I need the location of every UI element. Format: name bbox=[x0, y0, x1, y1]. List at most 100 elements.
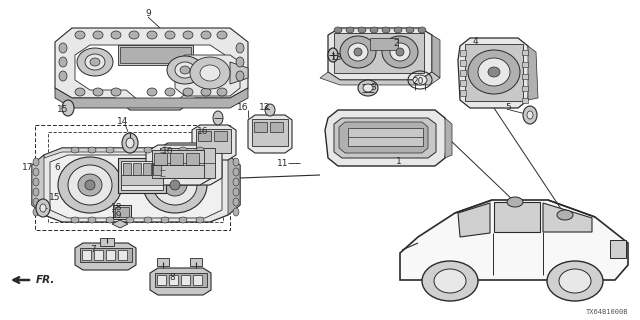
Ellipse shape bbox=[106, 147, 114, 153]
Ellipse shape bbox=[161, 217, 169, 223]
Bar bbox=[170, 153, 183, 165]
Text: 5: 5 bbox=[505, 102, 511, 111]
Ellipse shape bbox=[33, 198, 39, 206]
Ellipse shape bbox=[478, 58, 510, 86]
Text: 20: 20 bbox=[412, 76, 424, 85]
Bar bbox=[121, 161, 163, 190]
Polygon shape bbox=[320, 72, 440, 85]
Text: 19: 19 bbox=[111, 212, 123, 220]
Ellipse shape bbox=[40, 204, 46, 212]
Ellipse shape bbox=[201, 31, 211, 39]
Ellipse shape bbox=[68, 165, 112, 205]
Text: 17: 17 bbox=[22, 164, 34, 172]
Ellipse shape bbox=[33, 178, 39, 186]
Ellipse shape bbox=[93, 31, 103, 39]
Text: 11: 11 bbox=[277, 158, 289, 167]
Ellipse shape bbox=[233, 208, 239, 216]
Bar bbox=[153, 163, 161, 175]
Polygon shape bbox=[146, 145, 212, 185]
Ellipse shape bbox=[213, 111, 223, 125]
Bar bbox=[522, 50, 528, 55]
Bar bbox=[348, 128, 423, 146]
Bar bbox=[35, 125, 230, 230]
Ellipse shape bbox=[183, 88, 193, 96]
Ellipse shape bbox=[523, 106, 537, 124]
Bar bbox=[460, 50, 466, 56]
Ellipse shape bbox=[153, 165, 197, 205]
Text: 16: 16 bbox=[197, 127, 209, 137]
Bar bbox=[610, 240, 626, 258]
Bar bbox=[157, 275, 166, 285]
Ellipse shape bbox=[111, 88, 121, 96]
Text: 18: 18 bbox=[111, 204, 123, 212]
Polygon shape bbox=[528, 46, 538, 100]
Ellipse shape bbox=[75, 31, 85, 39]
Bar bbox=[152, 150, 204, 178]
Polygon shape bbox=[192, 125, 236, 160]
Polygon shape bbox=[75, 243, 136, 270]
Ellipse shape bbox=[111, 31, 121, 39]
Polygon shape bbox=[50, 155, 222, 218]
Ellipse shape bbox=[200, 65, 220, 81]
Bar bbox=[80, 248, 132, 262]
Polygon shape bbox=[400, 200, 628, 280]
Bar bbox=[120, 47, 191, 63]
Polygon shape bbox=[325, 110, 448, 166]
Ellipse shape bbox=[165, 31, 175, 39]
Polygon shape bbox=[150, 268, 211, 295]
Ellipse shape bbox=[354, 48, 362, 56]
Polygon shape bbox=[432, 35, 440, 78]
Text: 15: 15 bbox=[57, 106, 68, 115]
Bar bbox=[82, 250, 91, 260]
Polygon shape bbox=[543, 203, 592, 232]
Bar bbox=[115, 207, 129, 217]
Text: 1: 1 bbox=[396, 156, 402, 165]
Polygon shape bbox=[55, 88, 248, 108]
Ellipse shape bbox=[422, 261, 478, 301]
Ellipse shape bbox=[77, 48, 113, 76]
Polygon shape bbox=[32, 148, 240, 222]
Bar bbox=[460, 60, 466, 66]
Bar bbox=[157, 258, 169, 266]
Bar bbox=[460, 90, 466, 96]
Ellipse shape bbox=[340, 36, 376, 68]
Polygon shape bbox=[230, 62, 248, 84]
Text: 8: 8 bbox=[169, 273, 175, 282]
Polygon shape bbox=[494, 202, 540, 232]
Ellipse shape bbox=[88, 147, 96, 153]
Bar bbox=[465, 44, 523, 101]
Ellipse shape bbox=[236, 57, 244, 67]
Ellipse shape bbox=[527, 111, 533, 119]
Polygon shape bbox=[175, 55, 240, 96]
Bar bbox=[113, 205, 131, 219]
Polygon shape bbox=[32, 155, 44, 215]
Ellipse shape bbox=[233, 188, 239, 196]
Text: 6: 6 bbox=[54, 164, 60, 172]
Bar bbox=[214, 131, 227, 141]
Bar bbox=[143, 163, 151, 175]
Ellipse shape bbox=[418, 27, 426, 33]
Bar bbox=[460, 80, 466, 86]
Ellipse shape bbox=[126, 217, 134, 223]
Polygon shape bbox=[458, 38, 530, 108]
Bar bbox=[460, 70, 466, 76]
Ellipse shape bbox=[170, 180, 180, 190]
Ellipse shape bbox=[190, 57, 230, 89]
Bar bbox=[522, 98, 528, 103]
Ellipse shape bbox=[85, 54, 105, 70]
Ellipse shape bbox=[413, 75, 427, 85]
Ellipse shape bbox=[165, 88, 175, 96]
Ellipse shape bbox=[144, 147, 152, 153]
Bar bbox=[118, 45, 193, 65]
Ellipse shape bbox=[201, 88, 211, 96]
Ellipse shape bbox=[106, 217, 114, 223]
Ellipse shape bbox=[179, 217, 187, 223]
Ellipse shape bbox=[144, 217, 152, 223]
Bar bbox=[169, 275, 178, 285]
Ellipse shape bbox=[236, 43, 244, 53]
Polygon shape bbox=[445, 118, 452, 158]
Bar bbox=[118, 158, 166, 193]
Polygon shape bbox=[458, 203, 490, 237]
Ellipse shape bbox=[33, 188, 39, 196]
Bar bbox=[100, 238, 114, 246]
